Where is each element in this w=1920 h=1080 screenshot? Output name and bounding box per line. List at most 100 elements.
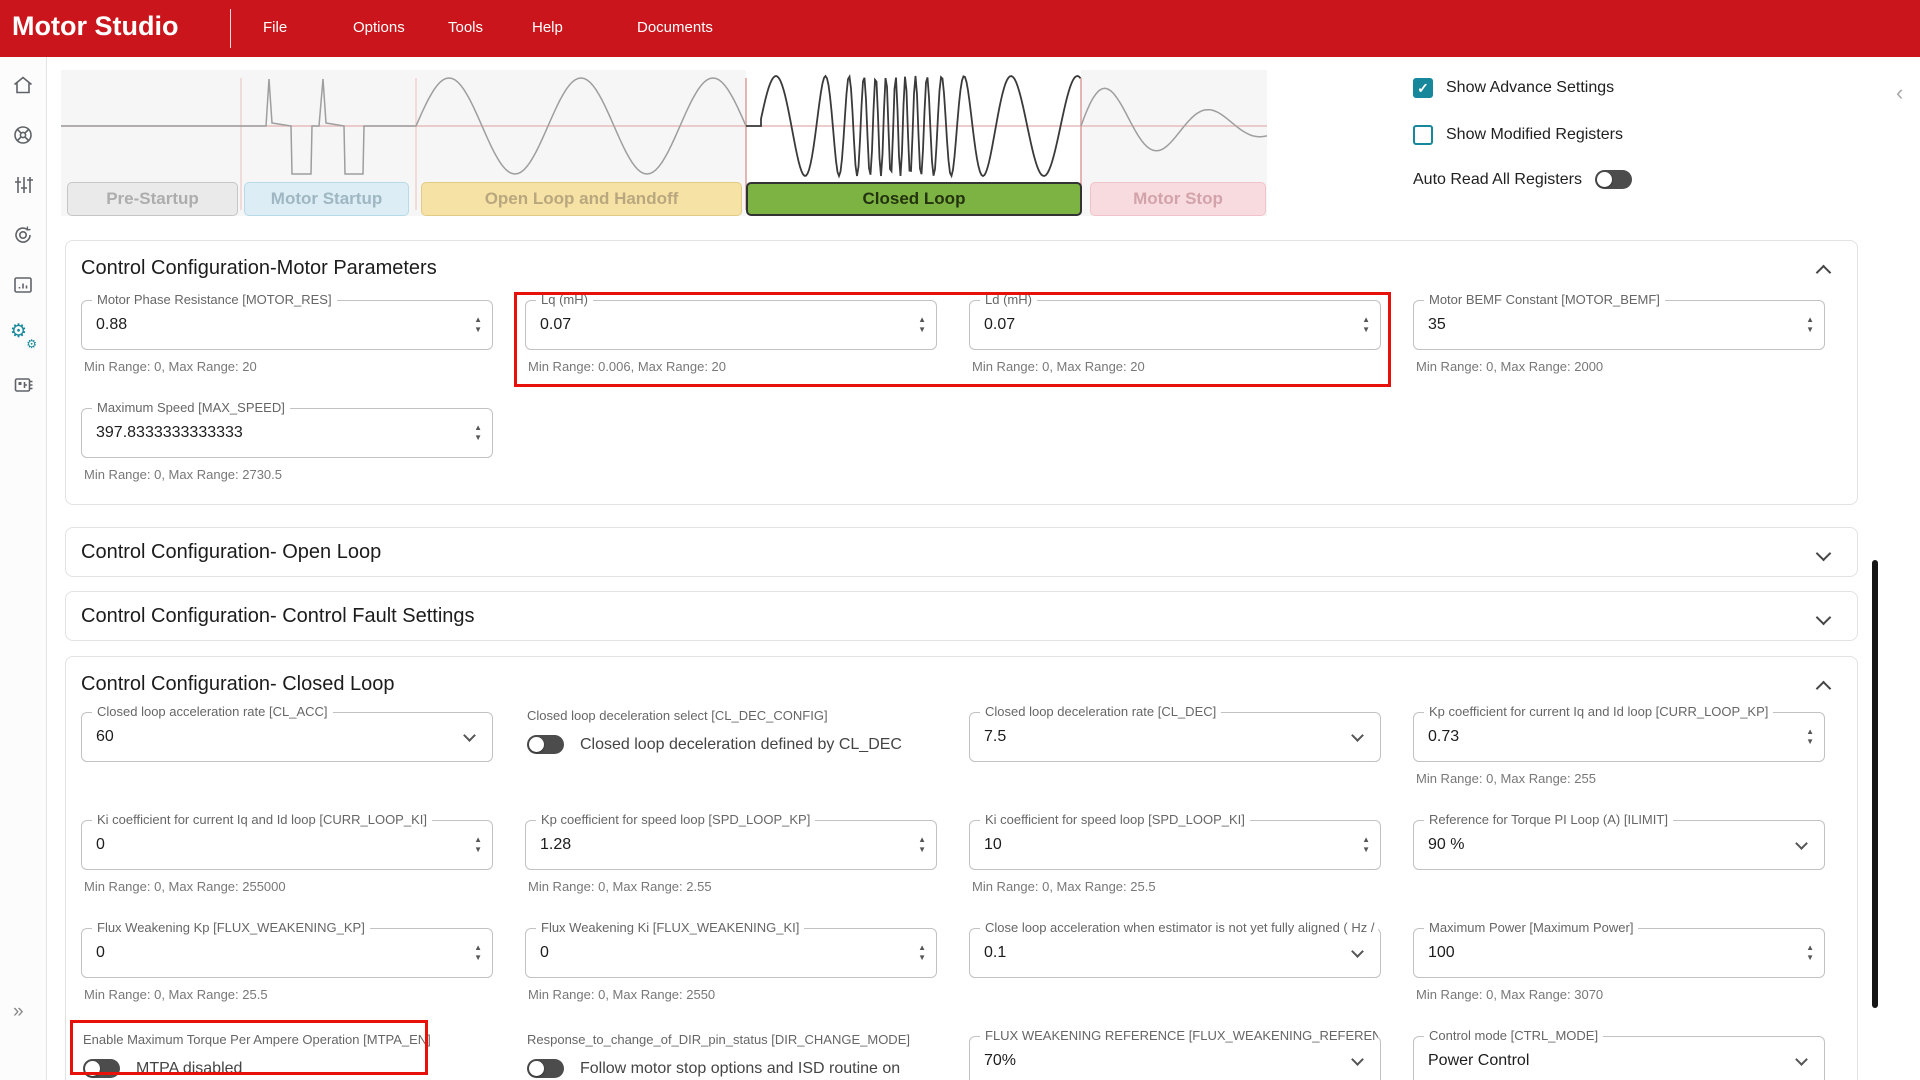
spin-up-icon[interactable]: ▲ [1806,315,1814,324]
stepper-control[interactable]: ▲ ▼ [1362,836,1370,854]
spin-up-icon[interactable]: ▲ [918,943,926,952]
flux-weakening-ki-field[interactable]: Flux Weakening Ki [FLUX_WEAKENING_KI] 0 ▲ ▼ [525,920,937,978]
spin-down-icon[interactable]: ▼ [1806,953,1814,962]
stepper-control[interactable]: ▲ ▼ [474,836,482,854]
chart-icon[interactable] [0,260,46,310]
stepper-control[interactable]: ▲ ▼ [1806,728,1814,746]
curr-loop-kp-range-hint: Min Range: 0, Max Range: 255 [1416,771,1596,786]
curr-loop-ki-field[interactable]: Ki coefficient for current Iq and Id loo… [81,812,493,870]
stepper-control[interactable]: ▲ ▼ [474,944,482,962]
spin-up-icon[interactable]: ▲ [918,315,926,324]
flux-weakening-reference-field[interactable]: FLUX WEAKENING REFERENCE [FLUX_WEAKENING… [969,1028,1381,1080]
stepper-control[interactable]: ▲ ▼ [1362,316,1370,334]
motor-bemf-constant-field[interactable]: Motor BEMF Constant [MOTOR_BEMF] 35 ▲ ▼ [1413,292,1825,350]
menu-file[interactable]: File [263,19,288,36]
mtpa-en-toggle[interactable] [83,1059,120,1078]
panel-collapse-icon[interactable]: ‹ [1896,80,1904,105]
spin-down-icon[interactable]: ▼ [1806,737,1814,746]
cl-acc-field[interactable]: Closed loop acceleration rate [CL_ACC] 60 [81,704,493,762]
show-advance-settings-checkbox[interactable]: ✓ [1413,78,1433,98]
spd-loop-ki-field[interactable]: Ki coefficient for speed loop [SPD_LOOP_… [969,812,1381,870]
spin-down-icon[interactable]: ▼ [1806,325,1814,334]
spin-down-icon[interactable]: ▼ [474,845,482,854]
spin-up-icon[interactable]: ▲ [1806,727,1814,736]
motor-wheel-icon[interactable] [0,110,46,160]
spin-down-icon[interactable]: ▼ [918,325,926,334]
auto-read-all-registers-toggle[interactable] [1594,170,1632,189]
chevron-up-icon[interactable] [1815,680,1832,697]
chip-icon[interactable] [0,360,46,410]
spin-up-icon[interactable]: ▲ [1362,315,1370,324]
maximum-speed-cell: Maximum Speed [MAX_SPEED] 397.83333333333… [81,400,493,482]
lq-value: 0.07 [540,316,572,333]
section-title: Control Configuration-Motor Parameters [81,257,437,279]
cl-dec-field[interactable]: Closed loop deceleration rate [CL_DEC] 7.… [969,704,1381,762]
spin-down-icon[interactable]: ▼ [474,433,482,442]
spd-loop-kp-field[interactable]: Kp coefficient for speed loop [SPD_LOOP_… [525,812,937,870]
stage-button-pre-startup[interactable]: Pre-Startup [67,182,238,216]
menu-options[interactable]: Options [353,19,405,36]
spin-down-icon[interactable]: ▼ [1362,325,1370,334]
spin-down-icon[interactable]: ▼ [1362,845,1370,854]
menu-documents[interactable]: Documents [637,19,713,36]
gears-icon[interactable]: ⚙ ⚙ [10,321,37,351]
section-header[interactable]: Control Configuration- Control Fault Set… [66,592,1857,628]
mtpa-en-label: Enable Maximum Torque Per Ampere Operati… [83,1032,431,1047]
lq-field[interactable]: Lq (mH) 0.07 ▲ ▼ [525,292,937,350]
spin-down-icon[interactable]: ▼ [918,845,926,854]
sidebar-expand-icon[interactable]: » [13,1001,24,1022]
stepper-control[interactable]: ▲ ▼ [1806,944,1814,962]
maximum-speed-value: 397.8333333333333 [96,424,243,441]
stage-button-motor-stop[interactable]: Motor Stop [1090,182,1266,216]
stage-button-closed-loop[interactable]: Closed Loop [746,182,1082,216]
chevron-down-icon[interactable] [1815,609,1832,626]
stepper-control[interactable]: ▲ ▼ [1806,316,1814,334]
motor-phase-resistance-field[interactable]: Motor Phase Resistance [MOTOR_RES] 0.88 ▲ ▼ [81,292,493,350]
stage-button-open-loop[interactable]: Open Loop and Handoff [421,182,742,216]
spin-up-icon[interactable]: ▲ [918,835,926,844]
show-modified-registers-checkbox[interactable] [1413,125,1433,145]
stepper-control[interactable]: ▲ ▼ [918,316,926,334]
spin-up-icon[interactable]: ▲ [474,423,482,432]
cl-dec-config-toggle[interactable] [527,735,564,754]
spin-up-icon[interactable]: ▲ [1362,835,1370,844]
stepper-control[interactable]: ▲ ▼ [474,424,482,442]
stage-button-motor-startup[interactable]: Motor Startup [244,182,409,216]
section-header[interactable]: Control Configuration-Motor Parameters [66,241,1857,281]
flux-weakening-reference-cell: FLUX WEAKENING REFERENCE [FLUX_WEAKENING… [969,1028,1381,1080]
spin-down-icon[interactable]: ▼ [474,953,482,962]
section-header[interactable]: Control Configuration- Open Loop [66,528,1857,564]
vertical-scrollbar-thumb[interactable] [1872,560,1878,1008]
ld-field[interactable]: Ld (mH) 0.07 ▲ ▼ [969,292,1381,350]
curr-loop-ki-value: 0 [96,836,105,853]
cl-dec-cell: Closed loop deceleration rate [CL_DEC] 7.… [969,704,1381,786]
ilimit-field[interactable]: Reference for Torque PI Loop (A) [ILIMIT… [1413,812,1825,870]
spin-up-icon[interactable]: ▲ [474,835,482,844]
maximum-power-field[interactable]: Maximum Power [Maximum Power] 100 ▲ ▼ [1413,920,1825,978]
chevron-down-icon[interactable] [1815,545,1832,562]
chevron-up-icon[interactable] [1815,264,1832,281]
curr-loop-kp-field[interactable]: Kp coefficient for current Iq and Id loo… [1413,704,1825,762]
stepper-control[interactable]: ▲ ▼ [918,944,926,962]
flux-weakening-kp-field[interactable]: Flux Weakening Kp [FLUX_WEAKENING_KP] 0 ▲ ▼ [81,920,493,978]
stepper-control[interactable]: ▲ ▼ [474,316,482,334]
dir-change-mode-toggle[interactable] [527,1059,564,1078]
menu-help[interactable]: Help [532,19,563,36]
top-bar: Motor Studio File Options Tools Help Doc… [0,0,1920,57]
app-title: Motor Studio [12,11,179,41]
rotation-icon[interactable] [0,210,46,260]
cl-align-acceleration-field[interactable]: Close loop acceleration when estimator i… [969,920,1381,978]
spin-down-icon[interactable]: ▼ [474,325,482,334]
section-header[interactable]: Control Configuration- Closed Loop [66,657,1857,697]
tune-icon[interactable] [0,160,46,210]
spin-up-icon[interactable]: ▲ [474,943,482,952]
curr-loop-ki-label: Ki coefficient for current Iq and Id loo… [92,812,432,827]
maximum-speed-field[interactable]: Maximum Speed [MAX_SPEED] 397.83333333333… [81,400,493,458]
spin-down-icon[interactable]: ▼ [918,953,926,962]
spin-up-icon[interactable]: ▲ [1806,943,1814,952]
home-icon[interactable] [0,60,46,110]
ctrl-mode-field[interactable]: Control mode [CTRL_MODE] Power Control [1413,1028,1825,1080]
menu-tools[interactable]: Tools [448,19,484,36]
spin-up-icon[interactable]: ▲ [474,315,482,324]
stepper-control[interactable]: ▲ ▼ [918,836,926,854]
